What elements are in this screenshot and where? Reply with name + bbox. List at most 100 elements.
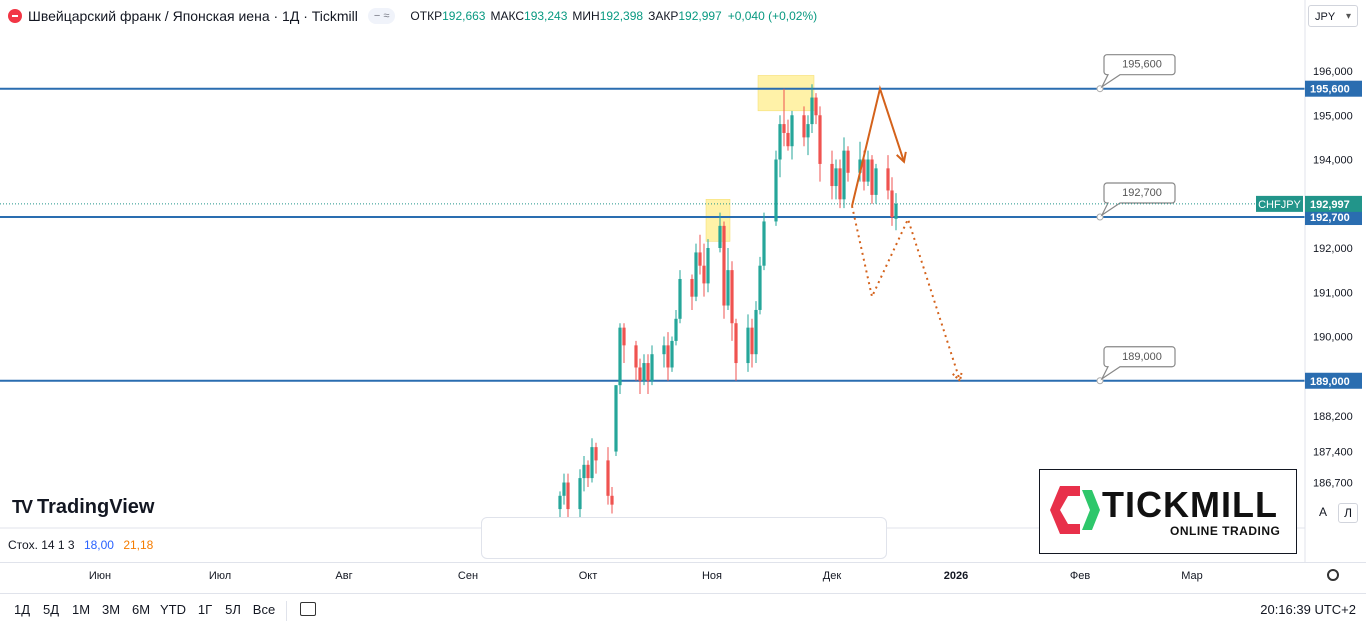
candle[interactable]: [578, 478, 582, 510]
projection-path[interactable]: [851, 205, 961, 382]
range-1d-button[interactable]: 1Д: [13, 602, 31, 617]
candle[interactable]: [674, 318, 678, 341]
candle[interactable]: [590, 447, 594, 479]
candle[interactable]: [718, 225, 722, 248]
calendar-range-icon[interactable]: [300, 602, 316, 616]
candle[interactable]: [754, 309, 758, 355]
open-value: 192,663: [442, 9, 486, 23]
tradingview-logo[interactable]: TV TradingView: [12, 496, 154, 519]
candle[interactable]: [750, 327, 754, 355]
price-chart[interactable]: 195,600 192,700 189,000 196,000 195,000 194,…: [0, 0, 1366, 562]
candle[interactable]: [562, 482, 566, 496]
candle[interactable]: [790, 115, 794, 147]
range-ytd-button[interactable]: YTD: [160, 602, 186, 617]
candle[interactable]: [606, 460, 610, 496]
candle[interactable]: [894, 203, 898, 219]
range-1y-button[interactable]: 1Г: [197, 602, 213, 617]
level-callout-label: 195,600: [1122, 59, 1162, 71]
candle[interactable]: [858, 159, 862, 173]
candle[interactable]: [698, 252, 702, 266]
candle[interactable]: [762, 221, 766, 266]
candle[interactable]: [678, 278, 682, 319]
candle[interactable]: [638, 367, 642, 381]
candle[interactable]: [782, 124, 786, 133]
candle[interactable]: [774, 159, 778, 222]
candle[interactable]: [862, 159, 866, 182]
candle[interactable]: [666, 345, 670, 368]
candle[interactable]: [870, 159, 874, 195]
stochastic-legend[interactable]: Стох. 14 1 3 18,00 21,18: [8, 538, 153, 552]
candle[interactable]: [618, 327, 622, 386]
utc-clock[interactable]: 20:16:39 UTC+2: [1260, 602, 1356, 617]
gear-icon[interactable]: [1327, 569, 1339, 581]
candle[interactable]: [662, 345, 666, 355]
candle[interactable]: [842, 150, 846, 200]
candle[interactable]: [646, 363, 650, 381]
candle[interactable]: [886, 168, 890, 191]
candle[interactable]: [818, 115, 822, 164]
tradingview-wordmark: TradingView: [37, 496, 155, 518]
candle[interactable]: [814, 97, 818, 116]
close-value: 192,997: [678, 9, 722, 23]
range-3m-button[interactable]: 3М: [101, 602, 121, 617]
level-price-tag: [1305, 80, 1362, 97]
time-tick-label: Дек: [822, 570, 842, 582]
candle[interactable]: [746, 327, 750, 364]
candle[interactable]: [806, 124, 810, 138]
candle[interactable]: [846, 150, 850, 173]
level-callout[interactable]: [1100, 54, 1176, 89]
range-5y-button[interactable]: 5Л: [225, 602, 241, 617]
candle[interactable]: [634, 345, 638, 368]
candle[interactable]: [694, 252, 698, 297]
high-value: 193,243: [524, 9, 568, 23]
range-all-button[interactable]: Все: [252, 602, 276, 617]
candle[interactable]: [890, 190, 894, 218]
candle[interactable]: [594, 447, 598, 461]
candle[interactable]: [610, 495, 614, 505]
log-scale-button[interactable]: Л: [1338, 503, 1358, 523]
candle[interactable]: [834, 168, 838, 187]
candle[interactable]: [722, 225, 726, 306]
candle[interactable]: [706, 248, 710, 284]
highlight-zone[interactable]: [757, 75, 815, 112]
chart-header: Швейцарский франк / Японская иена · 1Д ·…: [8, 6, 817, 26]
symbol-title[interactable]: Швейцарский франк / Японская иена · 1Д ·…: [28, 8, 358, 24]
time-tick-label: Ноя: [701, 570, 723, 582]
level-callout[interactable]: [1100, 346, 1176, 381]
candle[interactable]: [670, 340, 674, 368]
candle[interactable]: [730, 270, 734, 324]
candle[interactable]: [758, 265, 762, 310]
range-6m-button[interactable]: 6М: [131, 602, 151, 617]
candle[interactable]: [838, 168, 842, 200]
highlight-zone[interactable]: [705, 199, 731, 242]
candle[interactable]: [586, 464, 590, 479]
range-1m-button[interactable]: 1М: [71, 602, 91, 617]
stochastic-label: Стох. 14 1 3: [8, 538, 75, 552]
candle[interactable]: [786, 132, 790, 147]
candle[interactable]: [642, 363, 646, 381]
auto-scale-button[interactable]: A: [1318, 505, 1327, 519]
y-tick-label: 195,000: [1313, 110, 1353, 122]
candle[interactable]: [650, 354, 654, 381]
candle[interactable]: [810, 97, 814, 125]
candle[interactable]: [726, 270, 730, 306]
candle[interactable]: [702, 265, 706, 284]
candle[interactable]: [778, 124, 782, 160]
candle[interactable]: [830, 163, 834, 187]
candle[interactable]: [690, 278, 694, 297]
candle[interactable]: [566, 482, 570, 510]
level-callout[interactable]: [1100, 182, 1176, 217]
time-axis[interactable]: Июн Июл Авг Сен Окт Ноя Дек 2026 Фев Мар: [0, 562, 1366, 590]
currency-selector[interactable]: JPY: [1308, 5, 1358, 28]
candle[interactable]: [614, 385, 618, 452]
candle[interactable]: [802, 115, 806, 138]
candle[interactable]: [874, 168, 878, 195]
candle[interactable]: [866, 159, 870, 182]
projection-path[interactable]: [851, 85, 905, 207]
candle[interactable]: [734, 323, 738, 364]
candle[interactable]: [622, 327, 626, 346]
candle[interactable]: [558, 495, 562, 510]
status-pill[interactable]: − ≈: [367, 8, 396, 24]
range-5d-button[interactable]: 5Д: [42, 602, 60, 617]
candle[interactable]: [582, 464, 586, 479]
